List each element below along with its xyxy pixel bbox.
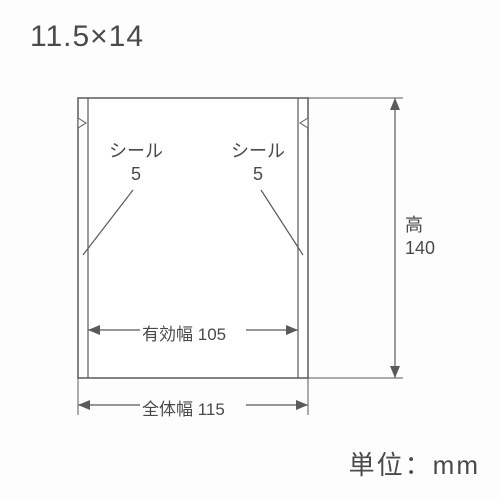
height-value: 140: [405, 238, 435, 258]
effective-width-value: 105: [198, 325, 226, 344]
seal-right-value: 5: [253, 164, 263, 184]
seal-right-text: シール: [231, 141, 285, 161]
effective-width-label: 有効幅 105: [142, 320, 226, 345]
total-width-label: 全体幅 115: [142, 395, 225, 420]
seal-left-value: 5: [131, 164, 141, 184]
seal-left-label: シール 5: [106, 140, 166, 187]
total-width-text: 全体幅: [142, 400, 193, 419]
height-text: 高: [405, 215, 423, 235]
effective-width-text: 有効幅: [142, 325, 193, 344]
total-width-value: 115: [198, 400, 225, 419]
height-label: 高 140: [405, 214, 435, 261]
seal-right-label: シール 5: [228, 140, 288, 187]
unit-label: 単位：mm: [349, 445, 480, 482]
diagram-canvas: 11.5×14 シール 5: [0, 0, 500, 500]
seal-left-text: シール: [109, 141, 163, 161]
